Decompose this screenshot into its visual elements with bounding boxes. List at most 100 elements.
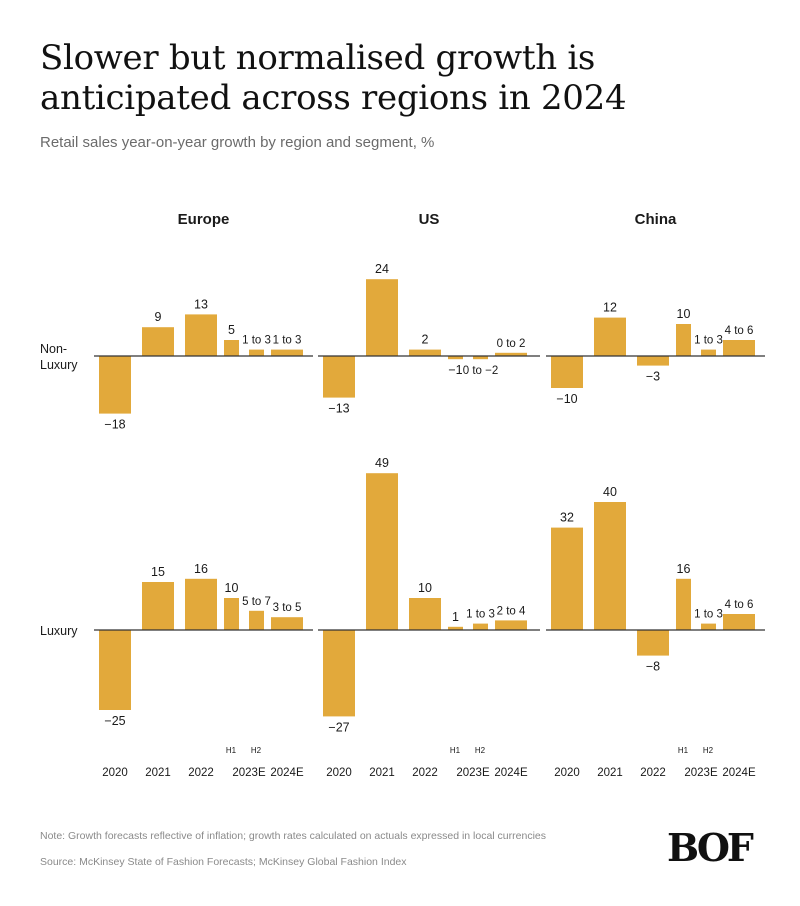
data-label-china-luxury-2: −8 xyxy=(646,660,660,674)
data-label-europe-non-luxury-5: 1 to 3 xyxy=(273,335,302,347)
bar-europe-luxury-5 xyxy=(271,617,303,630)
data-label-china-luxury-0: 32 xyxy=(560,511,574,525)
bar-china-non-luxury-5 xyxy=(723,340,755,356)
bar-europe-luxury-4 xyxy=(249,610,264,630)
source-note: Source: McKinsey State of Fashion Foreca… xyxy=(40,856,407,868)
row-label-luxury: Luxury xyxy=(40,624,78,638)
bar-china-non-luxury-3 xyxy=(676,324,691,356)
half-label-us-h1: H1 xyxy=(450,746,461,755)
half-label-us-h2: H2 xyxy=(475,746,486,755)
bar-europe-non-luxury-0 xyxy=(99,356,131,414)
x-tick-us-4: 2024E xyxy=(494,767,528,779)
data-label-europe-non-luxury-4: 1 to 3 xyxy=(242,335,271,347)
bar-europe-non-luxury-4 xyxy=(249,349,264,356)
chart-subtitle: Retail sales year-on-year growth by regi… xyxy=(40,134,435,151)
x-tick-us-2: 2022 xyxy=(412,767,438,779)
data-label-china-non-luxury-5: 4 to 6 xyxy=(725,325,754,337)
data-label-us-non-luxury-2: 2 xyxy=(422,333,429,347)
data-label-china-non-luxury-1: 12 xyxy=(603,301,617,315)
bar-europe-non-luxury-5 xyxy=(271,349,303,356)
bar-europe-non-luxury-2 xyxy=(185,314,217,356)
bar-china-non-luxury-0 xyxy=(551,356,583,388)
bar-us-luxury-0 xyxy=(323,630,355,717)
data-label-europe-luxury-4: 5 to 7 xyxy=(242,596,271,608)
x-tick-china-0: 2020 xyxy=(554,767,580,779)
bar-china-luxury-4 xyxy=(701,623,716,630)
data-label-china-luxury-1: 40 xyxy=(603,485,617,499)
bar-us-non-luxury-1 xyxy=(366,279,398,356)
bar-us-luxury-2 xyxy=(409,598,441,630)
data-label-europe-non-luxury-1: 9 xyxy=(155,310,162,324)
data-label-us-luxury-1: 49 xyxy=(375,456,389,470)
data-label-us-luxury-2: 10 xyxy=(418,581,432,595)
x-tick-china-2: 2022 xyxy=(640,767,666,779)
data-label-us-non-luxury-3: −1 xyxy=(448,363,462,377)
data-label-europe-luxury-2: 16 xyxy=(194,562,208,576)
x-tick-us-0: 2020 xyxy=(326,767,352,779)
bar-us-luxury-1 xyxy=(366,473,398,630)
data-label-europe-non-luxury-3: 5 xyxy=(228,323,235,337)
bar-europe-luxury-1 xyxy=(142,582,174,630)
bar-china-luxury-5 xyxy=(723,614,755,630)
half-label-china-h2: H2 xyxy=(703,746,714,755)
bar-china-luxury-0 xyxy=(551,527,583,630)
x-tick-china-1: 2021 xyxy=(597,767,623,779)
bof-logo: BOF xyxy=(667,825,754,870)
bar-china-luxury-2 xyxy=(637,630,669,656)
data-label-china-luxury-5: 4 to 6 xyxy=(725,599,754,611)
x-tick-europe-2: 2022 xyxy=(188,767,214,779)
bar-europe-non-luxury-1 xyxy=(142,327,174,356)
bar-us-non-luxury-2 xyxy=(409,349,441,356)
region-header-europe: Europe xyxy=(178,211,230,228)
half-label-europe-h1: H1 xyxy=(226,746,237,755)
data-label-us-luxury-5: 2 to 4 xyxy=(497,605,526,617)
x-tick-us-3: 2023E xyxy=(456,767,490,779)
half-label-europe-h2: H2 xyxy=(251,746,262,755)
bar-chart-grid: Europe US China Non-Luxury Luxury −18 9 13 5 1 to… xyxy=(40,211,765,779)
data-label-us-luxury-0: −27 xyxy=(328,720,349,734)
bar-us-luxury-5 xyxy=(495,620,527,630)
bar-us-luxury-3 xyxy=(448,626,463,630)
bar-china-non-luxury-1 xyxy=(594,317,626,356)
bar-us-non-luxury-0 xyxy=(323,356,355,398)
x-tick-china-3: 2023E xyxy=(684,767,718,779)
data-label-us-non-luxury-1: 24 xyxy=(375,262,389,276)
bar-europe-non-luxury-3 xyxy=(224,340,239,356)
region-header-china: China xyxy=(635,211,677,228)
row-label-non-luxury: Non-Luxury xyxy=(40,342,78,372)
data-label-china-non-luxury-0: −10 xyxy=(556,392,577,406)
bar-us-non-luxury-5 xyxy=(495,352,527,356)
half-label-china-h1: H1 xyxy=(678,746,689,755)
data-label-us-non-luxury-0: −13 xyxy=(328,402,349,416)
bar-china-luxury-1 xyxy=(594,502,626,630)
data-label-europe-luxury-0: −25 xyxy=(104,714,125,728)
data-label-us-non-luxury-5: 0 to 2 xyxy=(497,338,526,350)
data-label-us-luxury-3: 1 xyxy=(452,610,459,624)
bar-us-luxury-4 xyxy=(473,623,488,630)
data-label-china-non-luxury-4: 1 to 3 xyxy=(694,335,723,347)
data-label-china-non-luxury-2: −3 xyxy=(646,370,660,384)
x-tick-us-1: 2021 xyxy=(369,767,395,779)
data-label-europe-non-luxury-0: −18 xyxy=(104,418,125,432)
x-tick-europe-1: 2021 xyxy=(145,767,171,779)
x-tick-europe-0: 2020 xyxy=(102,767,128,779)
bar-europe-luxury-2 xyxy=(185,578,217,630)
region-header-us: US xyxy=(419,211,440,228)
data-label-us-luxury-4: 1 to 3 xyxy=(466,609,495,621)
data-label-europe-luxury-1: 15 xyxy=(151,565,165,579)
data-label-us-non-luxury-4: 0 to −2 xyxy=(463,365,499,377)
bar-china-luxury-3 xyxy=(676,578,691,630)
bar-europe-luxury-3 xyxy=(224,598,239,630)
x-tick-europe-3: 2023E xyxy=(232,767,266,779)
bar-china-non-luxury-4 xyxy=(701,349,716,356)
data-label-china-non-luxury-3: 10 xyxy=(677,307,691,321)
bar-china-non-luxury-2 xyxy=(637,356,669,366)
footnote: Note: Growth forecasts reflective of inf… xyxy=(40,830,546,842)
x-tick-china-4: 2024E xyxy=(722,767,756,779)
data-label-europe-luxury-5: 3 to 5 xyxy=(273,602,302,614)
data-label-china-luxury-3: 16 xyxy=(677,562,691,576)
bar-us-non-luxury-4 xyxy=(473,356,488,360)
bar-europe-luxury-0 xyxy=(99,630,131,710)
chart-title: Slower but normalised growth is anticipa… xyxy=(40,38,627,118)
data-label-europe-non-luxury-2: 13 xyxy=(194,297,208,311)
